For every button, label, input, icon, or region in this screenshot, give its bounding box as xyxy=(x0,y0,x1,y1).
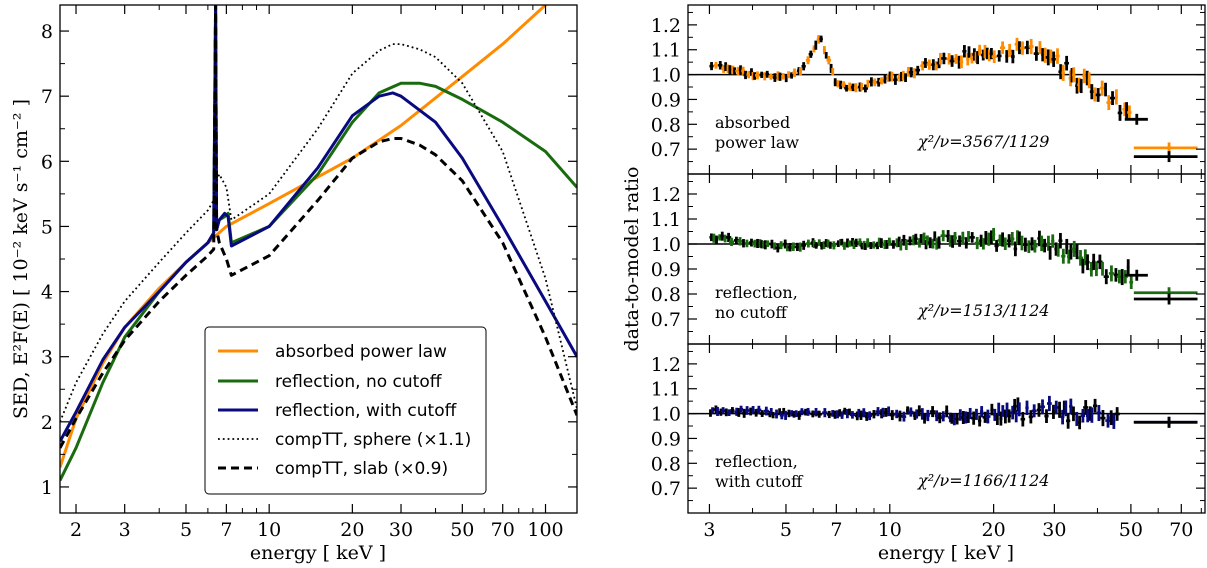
x-tick-label: 10 xyxy=(257,519,281,541)
panel-label-line-2: no cutoff xyxy=(715,303,788,322)
x-tick-label: 7 xyxy=(830,519,842,541)
x-tick-label: 50 xyxy=(450,519,474,541)
y-tick-label: 0.7 xyxy=(651,309,681,331)
x-tick-label: 5 xyxy=(780,519,792,541)
y-tick-label: 5 xyxy=(41,216,53,238)
chi2-annotation: χ²/ν=1513/1124 xyxy=(917,301,1049,320)
legend-entry-reflection-no-cutoff: reflection, no cutoff xyxy=(275,372,443,392)
sed-x-axis-label: energy [ keV ] xyxy=(250,542,386,564)
ratio-panel-1-data-layer xyxy=(688,227,1205,305)
x-tick-label: 3 xyxy=(119,519,131,541)
series-line-absorbed-power-law xyxy=(60,5,547,468)
legend-entry-comptt-sphere: compTT, sphere (×1.1) xyxy=(275,430,471,450)
x-tick-label: 30 xyxy=(1042,519,1066,541)
ratio-panel-1-ticks: 0.7 0.8 0.9 1.0 1.1 1.2 xyxy=(651,174,1205,344)
x-tick-label: 10 xyxy=(878,519,902,541)
y-tick-label: 8 xyxy=(41,21,53,43)
y-tick-label: 0.7 xyxy=(651,478,681,500)
legend-entry-comptt-slab: compTT, slab (×0.9) xyxy=(275,459,448,479)
x-tick-label: 70 xyxy=(1169,519,1193,541)
y-tick-label: 0.8 xyxy=(651,453,681,475)
x-tick-label: 50 xyxy=(1119,519,1143,541)
x-tick-label: 2 xyxy=(70,519,82,541)
y-tick-label: 4 xyxy=(41,282,53,304)
y-tick-label: 6 xyxy=(41,151,53,173)
ratio-y-axis-label: data-to-model ratio xyxy=(621,167,643,352)
sed-legend: absorbed power law reflection, no cutoff… xyxy=(204,326,487,495)
ratio-panel-absorbed-power-law: 0.7 0.8 0.91.0 1.1 1.2 absorbed power law χ²… xyxy=(651,4,1206,175)
ratio-x-ticks: 3 5 7 10 20 30 50 70 xyxy=(703,519,1193,541)
panel-label-line-2: with cutoff xyxy=(715,472,804,491)
y-tick-label: 0.9 xyxy=(651,259,681,281)
legend-entry-reflection-with-cutoff: reflection, with cutoff xyxy=(275,401,458,421)
x-tick-label: 5 xyxy=(180,519,192,541)
ratio-panel-2-data-layer xyxy=(688,395,1205,430)
x-tick-label: 70 xyxy=(491,519,515,541)
ratio-panel-2-frame xyxy=(687,343,1206,514)
ratio-panel-reflection-with-cutoff: 0.7 0.8 0.91.0 1.1 1.2 reflection, with cuto… xyxy=(651,343,1206,514)
y-tick-label: 1.1 xyxy=(651,40,681,62)
y-tick-label: 1.1 xyxy=(651,379,681,401)
y-tick-label: 1.2 xyxy=(651,354,681,376)
y-tick-label: 1.0 xyxy=(651,234,681,256)
x-tick-label: 20 xyxy=(340,519,364,541)
panel-label-line-2: power law xyxy=(715,133,799,152)
y-tick-label: 0.9 xyxy=(651,89,681,111)
panel-label-line-1: absorbed xyxy=(715,113,790,132)
x-tick-label: 7 xyxy=(220,519,232,541)
chi2-annotation: χ²/ν=3567/1129 xyxy=(917,132,1049,151)
y-tick-label: 0.9 xyxy=(651,428,681,450)
y-tick-label: 1.2 xyxy=(651,184,681,206)
y-tick-label: 1.0 xyxy=(651,404,681,426)
ratio-panel-0-data-layer xyxy=(688,35,1205,163)
x-tick-label: 20 xyxy=(982,519,1006,541)
ratio-panel-2-ticks: 0.7 0.8 0.91.0 1.1 1.2 xyxy=(651,344,1205,513)
y-tick-label: 1.1 xyxy=(651,209,681,231)
sed-series-layer xyxy=(60,5,577,482)
y-tick-label: 0.8 xyxy=(651,284,681,306)
legend-frame xyxy=(204,326,487,495)
y-tick-label: 2 xyxy=(41,412,53,434)
x-tick-label: 3 xyxy=(703,519,715,541)
panel-label-line-1: reflection, xyxy=(715,283,798,302)
y-tick-label: 1 xyxy=(41,477,53,499)
y-tick-label: 7 xyxy=(41,86,53,108)
chi2-annotation: χ²/ν=1166/1124 xyxy=(917,471,1049,490)
ratio-panel-reflection-no-cutoff: 0.7 0.8 0.9 1.0 1.1 1.2 reflection, no cutoff… xyxy=(651,173,1206,345)
y-tick-label: 0.7 xyxy=(651,139,681,161)
legend-entry-absorbed-power-law: absorbed power law xyxy=(275,342,447,362)
series-line-reflection-with-cutoff xyxy=(60,5,577,443)
ratio-chart: 0.70.80.91.01.11.2 absorbed power law χ²… xyxy=(621,4,1206,564)
x-tick-label: 100 xyxy=(527,519,563,541)
y-tick-label: 3 xyxy=(41,347,53,369)
ratio-panel-0-ticks: 0.7 0.8 0.91.0 1.1 1.2 xyxy=(651,5,1205,174)
series-line-comptt-slab-0-9 xyxy=(60,5,577,449)
panel-label-line-1: reflection, xyxy=(715,452,798,471)
y-tick-label: 0.8 xyxy=(651,114,681,136)
x-tick-label: 30 xyxy=(389,519,413,541)
sed-y-axis-label: SED, E²F(E) [ 10⁻² keV s⁻¹ cm⁻² ] xyxy=(10,99,32,419)
y-tick-label: 1.0 xyxy=(651,65,681,87)
ratio-x-axis-label: energy [ keV ] xyxy=(878,542,1014,564)
y-tick-label: 1.2 xyxy=(651,15,681,37)
